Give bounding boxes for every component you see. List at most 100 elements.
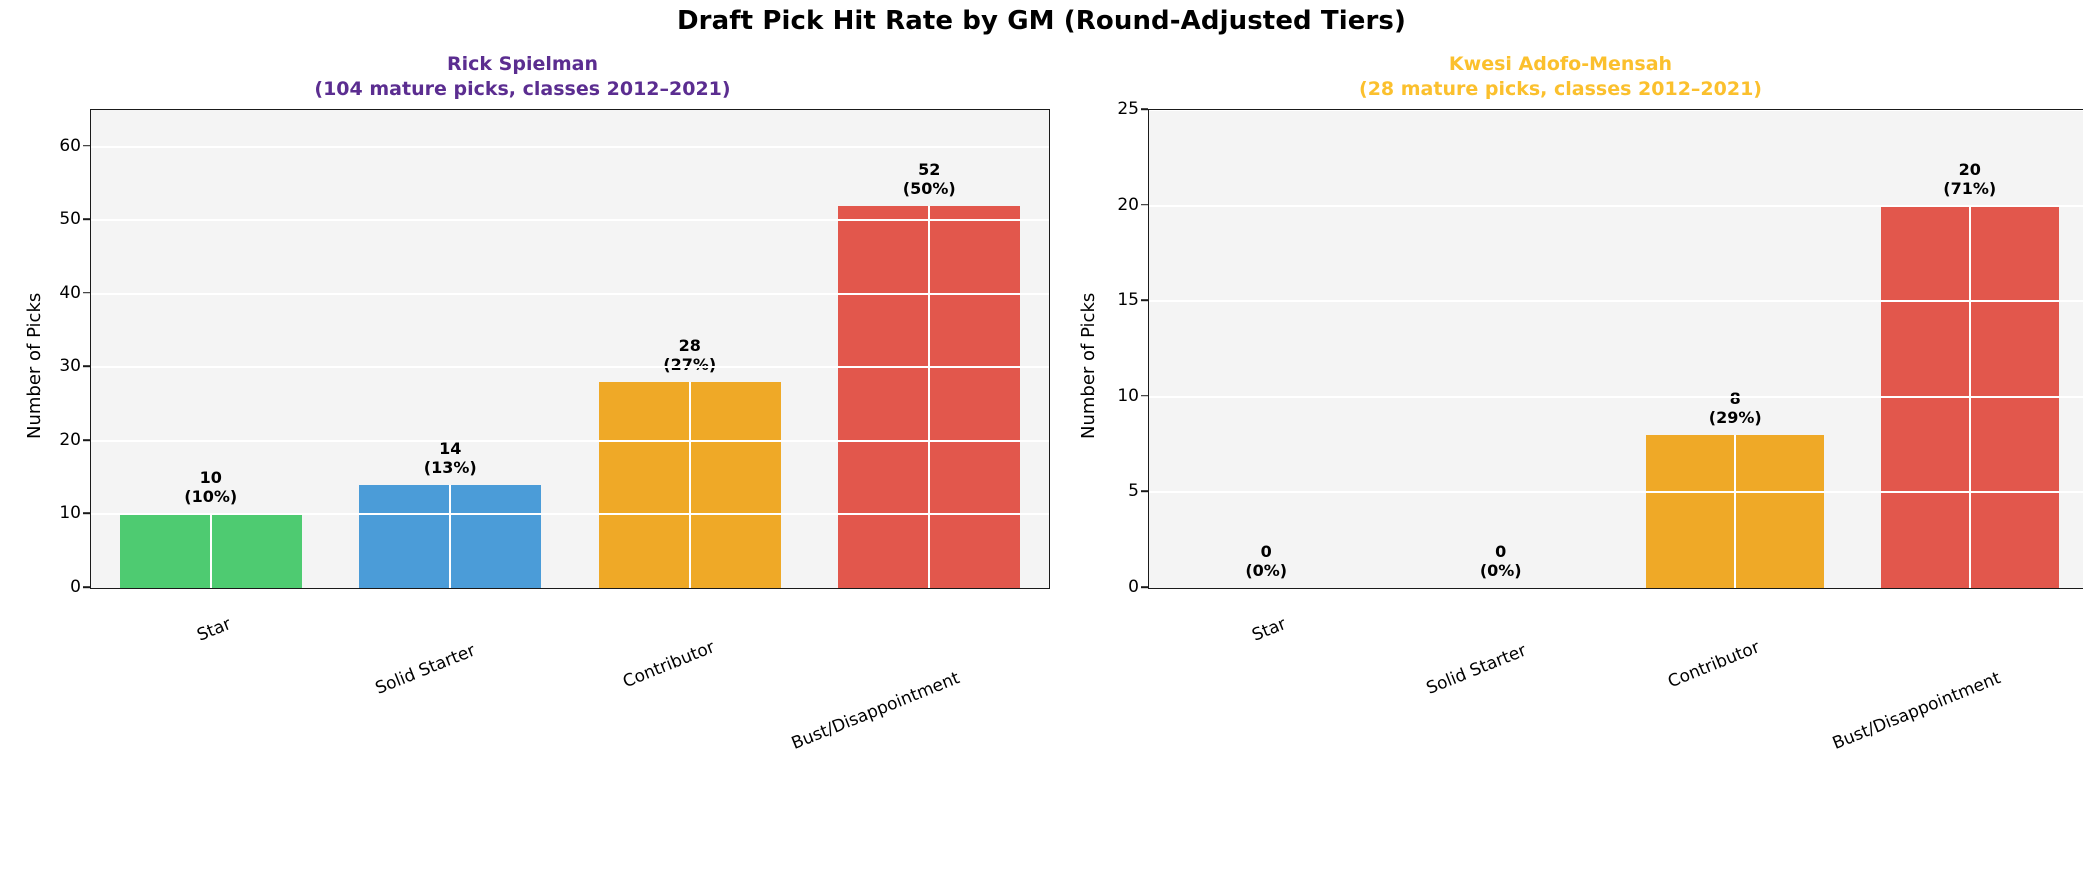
bar-group-left: 10 (10%) 14 (13%) 28 (27%) 52 (50%)	[91, 110, 1049, 588]
y-tick-label: 50	[59, 209, 81, 230]
bar-slot[interactable]: 8 (29%)	[1618, 110, 1853, 588]
y-tick-label: 15	[1117, 290, 1139, 311]
bar-count: 0	[1495, 542, 1507, 561]
y-tick-mark	[83, 144, 90, 147]
x-tick-mark	[689, 588, 691, 589]
y-tick-label: 5	[1128, 481, 1139, 502]
bar-center-gridline	[449, 485, 452, 588]
bar-count: 20	[1958, 159, 1981, 179]
x-tick-mark	[928, 588, 930, 589]
bar-percent: (10%)	[184, 487, 238, 507]
subplot-title-right: Kwesi Adofo-Mensah (28 mature picks, cla…	[1038, 52, 2083, 102]
x-tick-label: Solid Starter	[1423, 640, 1529, 699]
y-tick-label: 10	[1117, 385, 1139, 406]
y-tick-mark	[83, 439, 90, 441]
bar-value-label: 14 (13%)	[359, 439, 541, 477]
plot-area-right: 0 (0%) 0 (0%) 8 (29%) 20 (71%)	[1148, 109, 2083, 589]
subplot-title-left-line2: (104 mature picks, classes 2012–2021)	[314, 78, 731, 100]
bar-contributor[interactable]	[598, 382, 781, 588]
y-tick-label: 0	[70, 577, 81, 597]
y-tick-label: 20	[1117, 194, 1139, 215]
subplot-title-left: Rick Spielman (104 mature picks, classes…	[0, 52, 1045, 102]
x-tick-mark	[449, 588, 451, 589]
bar-contributor[interactable]	[1646, 435, 1825, 588]
x-tick-label: Contributor	[1665, 637, 1763, 693]
y-tick-label: 10	[59, 503, 81, 524]
x-tick-mark	[210, 588, 212, 589]
bar-count: 14	[439, 439, 462, 459]
subplot-title-right-line2: (28 mature picks, classes 2012–2021)	[1359, 78, 1762, 100]
bar-slot[interactable]: 14 (13%)	[331, 110, 571, 588]
bar-percent: (71%)	[1943, 178, 1997, 198]
axes-right: Number of Picks 0 (0%) 0 (0%) 8 (29%) 20 (71%) …	[1078, 99, 2083, 754]
x-tick-label: Bust/Disappointment	[788, 668, 963, 754]
bar-value-label: 0 (0%)	[1177, 542, 1355, 580]
y-tick-mark	[1141, 490, 1148, 493]
bar-value-label: 0 (0%)	[1412, 542, 1590, 580]
bar-percent: (29%)	[1708, 408, 1762, 428]
x-tick-mark	[1734, 588, 1736, 589]
bar-percent: (0%)	[1479, 561, 1522, 580]
bar-slot[interactable]: 52 (50%)	[810, 110, 1050, 588]
bar-slot[interactable]: 10 (10%)	[91, 110, 331, 588]
y-gridline	[91, 439, 1049, 442]
bar-count: 28	[678, 336, 701, 356]
y-axis-label-right: Number of Picks	[1078, 292, 1099, 439]
y-tick-mark	[1141, 299, 1148, 301]
y-tick-mark	[1141, 586, 1148, 588]
plot-area-left: 10 (10%) 14 (13%) 28 (27%) 52 (50%)	[90, 109, 1050, 589]
bar-value-label: 20 (71%)	[1881, 160, 2059, 198]
y-tick-label: 30	[59, 356, 81, 377]
bar-star[interactable]	[119, 514, 302, 588]
y-tick-label: 60	[59, 135, 81, 156]
bar-percent: (13%)	[423, 458, 477, 478]
x-tick-label: Star	[1249, 614, 1290, 646]
y-tick-mark	[83, 218, 90, 221]
y-tick-mark	[83, 512, 90, 515]
y-gridline	[91, 219, 1049, 222]
x-tick-mark	[1265, 588, 1267, 589]
bar-slot[interactable]: 0 (0%)	[1149, 110, 1384, 588]
bar-percent: (0%)	[1245, 561, 1288, 580]
bar-percent: (27%)	[663, 355, 717, 375]
bar-center-gridline	[928, 205, 931, 588]
subplot-title-left-line1: Rick Spielman	[447, 53, 598, 75]
y-axis-label-left: Number of Picks	[24, 292, 45, 439]
figure-suptitle: Draft Pick Hit Rate by GM (Round-Adjuste…	[677, 6, 1406, 36]
bar-slot[interactable]: 20 (71%)	[1853, 110, 2083, 588]
y-gridline	[1149, 491, 2083, 494]
y-tick-mark	[83, 292, 90, 294]
subplot-title-right-line1: Kwesi Adofo-Mensah	[1448, 53, 1673, 75]
x-tick-label: Star	[193, 614, 234, 646]
bar-group-right: 0 (0%) 0 (0%) 8 (29%) 20 (71%)	[1149, 110, 2083, 588]
y-tick-mark	[1141, 395, 1148, 397]
x-tick-mark	[1969, 588, 1971, 589]
bar-percent: (50%)	[902, 178, 956, 198]
bar-center-gridline	[209, 514, 212, 588]
y-gridline	[91, 366, 1049, 369]
y-tick-mark	[1141, 108, 1148, 110]
bar-value-label: 10 (10%)	[120, 468, 302, 506]
y-tick-label: 0	[1128, 577, 1139, 597]
bar-slot[interactable]: 28 (27%)	[570, 110, 810, 588]
bar-center-gridline	[688, 382, 691, 588]
y-tick-mark	[83, 586, 90, 588]
y-gridline	[1149, 204, 2083, 207]
bar-bust-disappointment[interactable]	[838, 205, 1021, 588]
y-gridline	[1149, 395, 2083, 398]
y-gridline	[1149, 300, 2083, 303]
x-tick-mark	[1500, 588, 1502, 589]
bar-slot[interactable]: 0 (0%)	[1384, 110, 1619, 588]
y-tick-label: 20	[59, 429, 81, 450]
bar-solid-starter[interactable]	[359, 485, 542, 588]
x-tick-label: Bust/Disappointment	[1829, 668, 2004, 754]
y-tick-label: 40	[59, 282, 81, 303]
bar-value-label: 8 (29%)	[1646, 389, 1824, 427]
y-tick-label: 25	[1117, 99, 1139, 119]
axes-left: Number of Picks 10 (10%) 14 (13%) 28 (27%) 52(…	[24, 109, 1050, 754]
bar-count: 52	[918, 159, 941, 179]
y-gridline	[91, 145, 1049, 148]
x-tick-label: Solid Starter	[372, 640, 479, 699]
y-tick-mark	[1141, 203, 1148, 206]
